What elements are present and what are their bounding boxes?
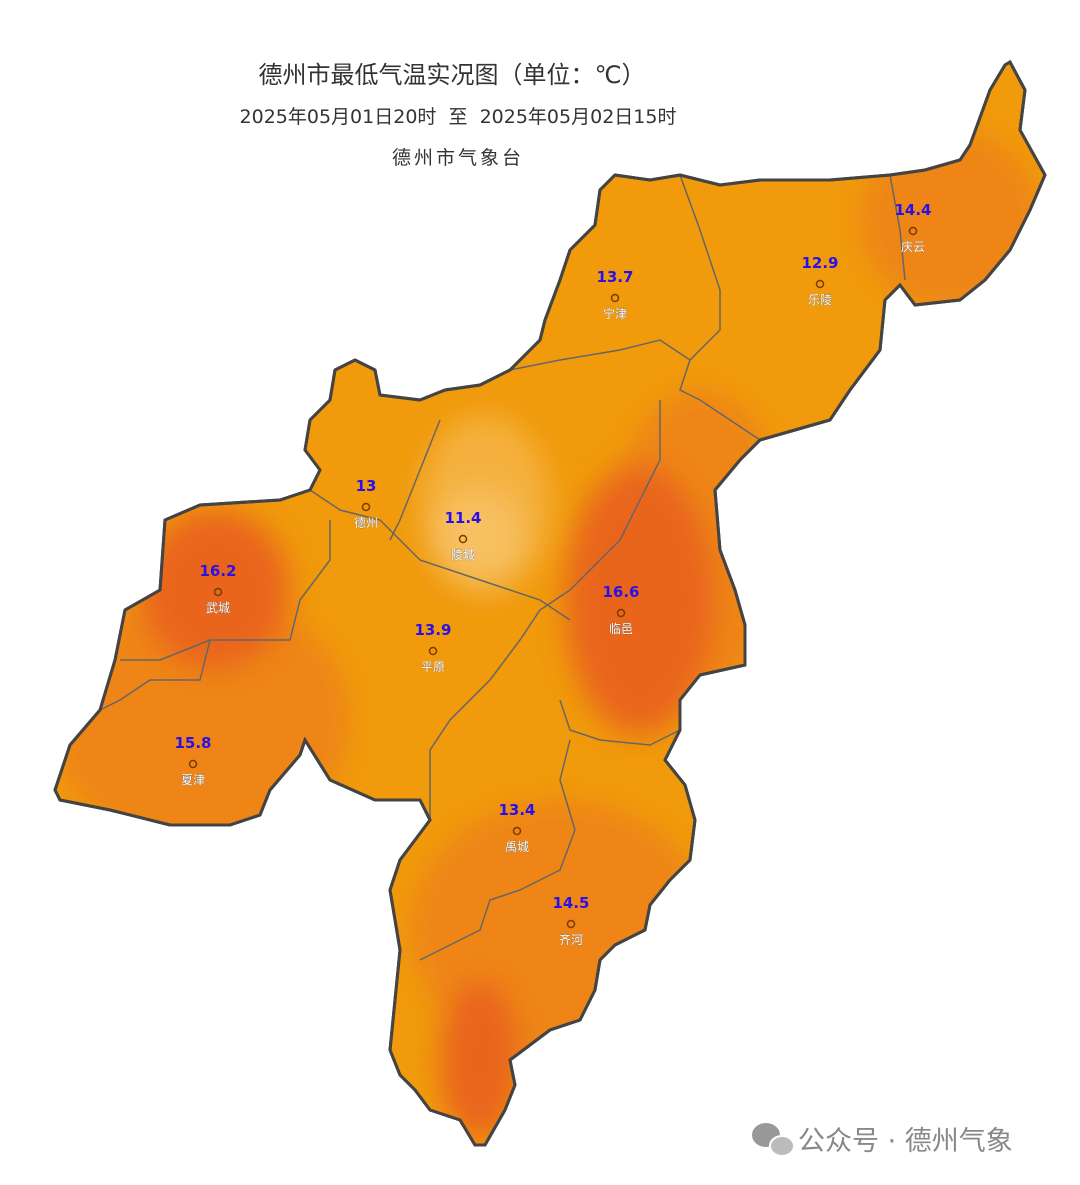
station-marker (610, 293, 620, 303)
station-value: 16.6 (602, 583, 639, 601)
station-value: 13.7 (596, 268, 633, 286)
map-source: 德州市气象台 (392, 147, 524, 169)
station-value: 13.4 (498, 801, 535, 819)
map-title: 德州市最低气温实况图（单位：℃） (259, 61, 646, 89)
station-marker (512, 826, 522, 836)
station-marker (616, 608, 626, 618)
map-subtitle: 2025年05月01日20时 至 2025年05月02日15时 (240, 106, 677, 128)
station-value: 15.8 (174, 734, 211, 752)
station-name: 禹城 (505, 840, 529, 854)
station-name: 乐陵 (808, 293, 832, 307)
station-name: 临邑 (609, 622, 633, 636)
station-name: 德州 (354, 515, 378, 530)
station-name: 武城 (206, 601, 230, 615)
station-name: 齐河 (559, 932, 583, 947)
station-name: 庆云 (901, 240, 925, 254)
station-value: 16.2 (199, 562, 236, 580)
station-marker (213, 587, 223, 597)
station-value: 14.4 (894, 201, 931, 219)
station-name: 陵城 (451, 548, 475, 562)
station-name: 夏津 (181, 773, 205, 787)
station-value: 13.9 (414, 621, 451, 639)
station-value: 13 (356, 477, 377, 495)
watermark: 公众号 · 德州气象 (752, 1123, 1013, 1157)
map-outline (53, 60, 1047, 1147)
station-value: 11.4 (444, 509, 481, 527)
watermark-text: 公众号 · 德州气象 (798, 1126, 1013, 1157)
station-value: 12.9 (801, 254, 838, 272)
station-marker (188, 759, 198, 769)
station-marker (428, 646, 438, 656)
station-name: 宁津 (603, 306, 627, 321)
station-marker (815, 279, 825, 289)
station-marker (361, 502, 371, 512)
station-marker (566, 919, 576, 929)
county-boundaries (99, 174, 906, 961)
station-value: 14.5 (552, 894, 589, 912)
station-marker (908, 226, 918, 236)
station-name: 平原 (421, 660, 445, 674)
station-marker (458, 534, 468, 544)
